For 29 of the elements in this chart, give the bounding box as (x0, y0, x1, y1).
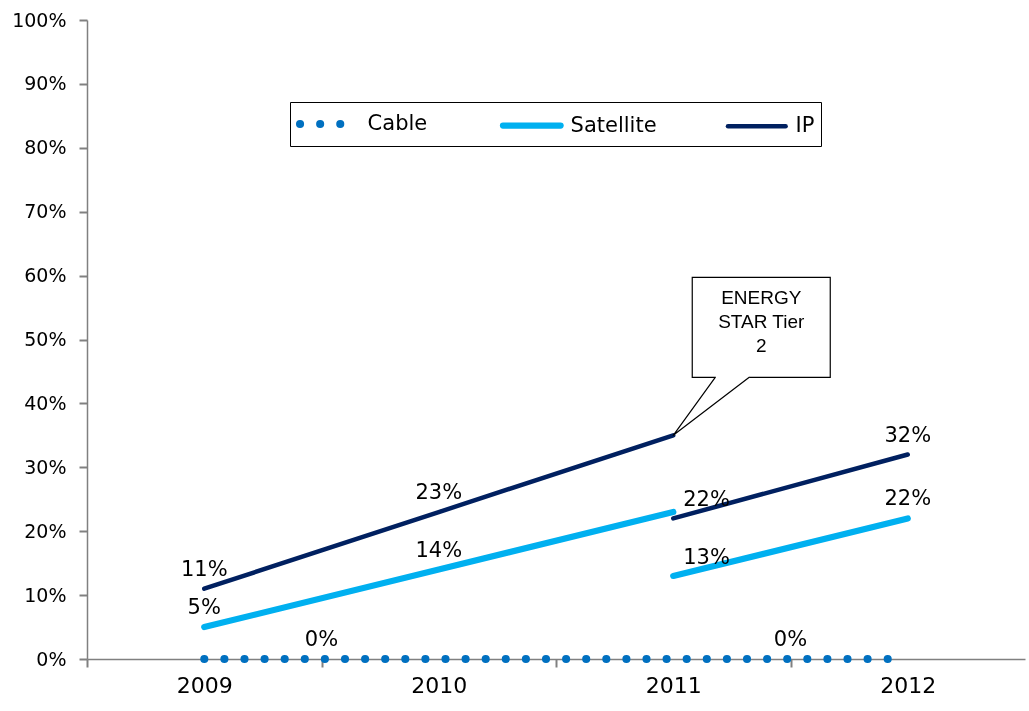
y-tick-label: 70% (24, 200, 67, 223)
x-tick-label: 2012 (880, 672, 937, 698)
y-tick-label: 50% (24, 328, 67, 350)
data-label: 23% (415, 480, 463, 505)
data-label: 13% (683, 544, 730, 569)
y-tick-label: 10% (24, 583, 67, 606)
data-label: 11% (180, 556, 228, 581)
y-tick-label: 100% (12, 8, 67, 31)
data-label: 22% (683, 487, 730, 512)
x-tick-label: 2010 (411, 672, 468, 698)
y-tick-label: 30% (24, 455, 67, 478)
y-tick-label: 40% (24, 391, 67, 414)
y-tick-label: 80% (24, 136, 67, 159)
annotation: ENERGY STAR Tier 2 (718, 287, 806, 357)
legend-label: Satellite (570, 112, 657, 137)
y-tick-label: 0% (36, 647, 67, 670)
x-tick-label: 2009 (176, 672, 233, 698)
y-tick-label: 90% (24, 72, 67, 95)
legend-label: IP (795, 113, 815, 138)
data-label: 32% (884, 422, 932, 447)
y-tick-label: 60% (24, 264, 67, 287)
data-label: 14% (415, 537, 463, 562)
data-label: 22% (884, 486, 932, 511)
x-tick-label: 2011 (645, 672, 702, 698)
data-label: 0% (773, 627, 808, 651)
data-label: 5% (187, 595, 221, 620)
data-label: 0% (304, 627, 339, 651)
legend-label: Cable (367, 111, 428, 135)
y-tick-label: 20% (24, 519, 67, 542)
